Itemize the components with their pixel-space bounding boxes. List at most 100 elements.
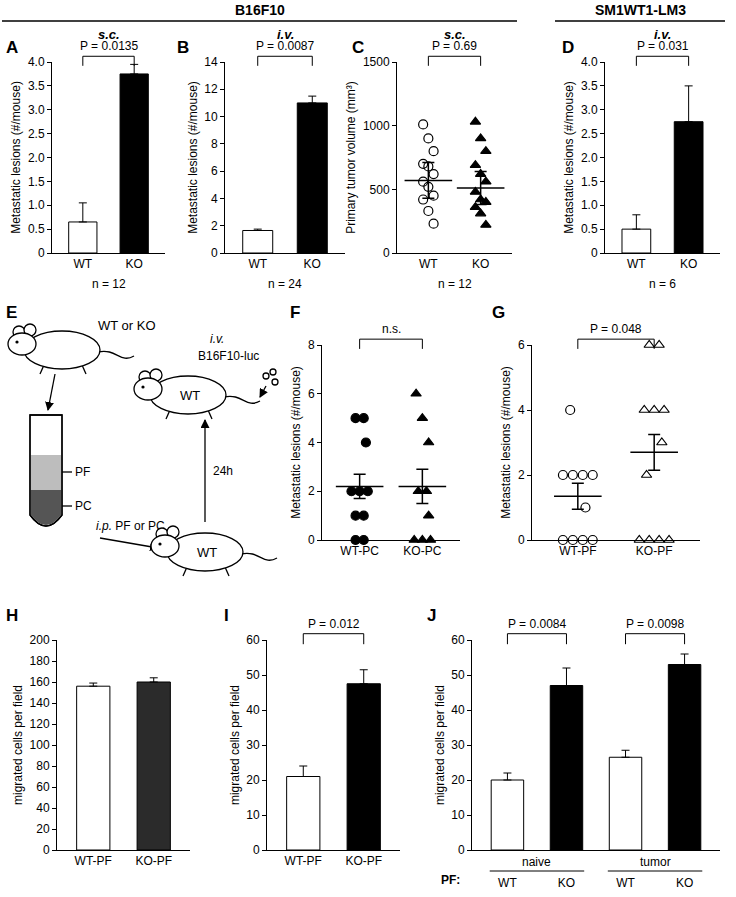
svg-text:2.0: 2.0 [28, 151, 45, 165]
svg-text:50: 50 [451, 668, 465, 682]
svg-text:60: 60 [451, 633, 465, 647]
svg-text:P = 0.0084: P = 0.0084 [508, 617, 566, 631]
svg-text:0: 0 [253, 843, 260, 857]
svg-text:naive: naive [522, 855, 551, 869]
svg-text:10: 10 [246, 808, 260, 822]
svg-text:n = 12: n = 12 [92, 277, 126, 291]
svg-text:WT-PF: WT-PF [285, 854, 322, 868]
svg-text:20: 20 [36, 822, 50, 836]
svg-text:0.5: 0.5 [28, 222, 45, 236]
svg-text:WT or KO: WT or KO [98, 318, 156, 333]
svg-text:40: 40 [451, 703, 465, 717]
svg-text:0: 0 [591, 246, 598, 260]
svg-text:s.c.: s.c. [444, 27, 466, 42]
svg-text:J: J [427, 606, 436, 625]
svg-text:i.v.: i.v. [210, 332, 224, 346]
svg-text:1000: 1000 [363, 119, 390, 133]
svg-text:180: 180 [30, 654, 50, 668]
svg-text:Primary tumor volume (mm³): Primary tumor volume (mm³) [344, 81, 358, 234]
svg-text:s.c.: s.c. [98, 27, 120, 42]
svg-text:KO: KO [680, 257, 697, 271]
svg-text:6: 6 [518, 338, 525, 352]
svg-text:C: C [352, 38, 364, 57]
svg-text:H: H [6, 606, 18, 625]
svg-text:500: 500 [370, 183, 390, 197]
svg-text:tumor: tumor [640, 855, 671, 869]
svg-text:KO-PC: KO-PC [403, 544, 441, 558]
svg-text:A: A [6, 38, 18, 57]
svg-text:50: 50 [246, 668, 260, 682]
svg-text:n = 6: n = 6 [649, 277, 676, 291]
svg-text:P = 0.048: P = 0.048 [590, 322, 642, 336]
svg-text:WT: WT [627, 257, 646, 271]
svg-text:SM1WT1-LM3: SM1WT1-LM3 [595, 2, 686, 18]
svg-text:P = 0.012: P = 0.012 [308, 617, 360, 631]
svg-text:6: 6 [211, 164, 218, 178]
svg-text:KO: KO [126, 257, 143, 271]
svg-text:80: 80 [36, 759, 50, 773]
svg-text:WT: WT [180, 388, 200, 403]
svg-text:0: 0 [383, 246, 390, 260]
svg-text:D: D [562, 38, 574, 57]
svg-text:n.s.: n.s. [382, 322, 401, 336]
svg-text:60: 60 [36, 780, 50, 794]
svg-text:120: 120 [30, 717, 50, 731]
svg-text:1.5: 1.5 [581, 175, 598, 189]
svg-text:migrated cells per field: migrated cells per field [433, 685, 447, 805]
svg-text:WT: WT [73, 257, 92, 271]
svg-text:2: 2 [308, 484, 315, 498]
svg-text:24h: 24h [213, 464, 233, 478]
svg-text:migrated cells per field: migrated cells per field [228, 685, 242, 805]
svg-text:8: 8 [211, 137, 218, 151]
svg-text:0.5: 0.5 [581, 222, 598, 236]
svg-text:B16F10: B16F10 [235, 2, 285, 18]
svg-text:3.5: 3.5 [581, 79, 598, 93]
svg-text:0: 0 [211, 246, 218, 260]
svg-text:2: 2 [211, 219, 218, 233]
svg-text:200: 200 [30, 633, 50, 647]
svg-text:KO: KO [676, 876, 693, 890]
svg-text:0: 0 [308, 533, 315, 547]
svg-text:i.v.: i.v. [277, 27, 294, 42]
svg-text:8: 8 [308, 338, 315, 352]
svg-text:160: 160 [30, 675, 50, 689]
svg-text:P = 0.0098: P = 0.0098 [626, 617, 684, 631]
svg-text:B16F10-luc: B16F10-luc [198, 349, 259, 363]
svg-text:KO: KO [304, 257, 321, 271]
svg-text:migrated cells per field: migrated cells per field [11, 685, 25, 805]
svg-text:0: 0 [43, 843, 50, 857]
svg-text:12: 12 [204, 82, 218, 96]
svg-text:Metastatic lesions (#/mouse): Metastatic lesions (#/mouse) [499, 366, 513, 519]
svg-text:i.v.: i.v. [654, 27, 671, 42]
svg-text:i.p. PF or PC: i.p. PF or PC [96, 519, 165, 533]
svg-text:Metastatic lesions (#/mouse): Metastatic lesions (#/mouse) [562, 81, 576, 234]
svg-text:E: E [6, 303, 17, 322]
svg-text:14: 14 [204, 55, 218, 69]
svg-text:30: 30 [451, 738, 465, 752]
svg-text:Metastatic lesions (#/mouse): Metastatic lesions (#/mouse) [289, 366, 303, 519]
svg-text:WT: WT [498, 876, 517, 890]
svg-text:KO-PF: KO-PF [636, 544, 673, 558]
svg-text:2.5: 2.5 [581, 127, 598, 141]
svg-text:60: 60 [246, 633, 260, 647]
svg-text:3.0: 3.0 [581, 103, 598, 117]
svg-text:PF:: PF: [441, 873, 460, 887]
svg-text:40: 40 [36, 801, 50, 815]
svg-text:4: 4 [518, 403, 525, 417]
svg-text:KO: KO [558, 876, 575, 890]
svg-text:4.0: 4.0 [28, 55, 45, 69]
svg-text:G: G [492, 303, 505, 322]
svg-text:WT: WT [197, 545, 217, 560]
svg-text:P = 0.031: P = 0.031 [637, 39, 689, 53]
svg-text:Metastatic lesions (#/mouse): Metastatic lesions (#/mouse) [186, 81, 200, 234]
svg-text:2: 2 [518, 468, 525, 482]
svg-text:P = 0.0135: P = 0.0135 [80, 39, 138, 53]
svg-text:KO: KO [472, 257, 489, 271]
svg-text:3.0: 3.0 [28, 103, 45, 117]
svg-text:40: 40 [246, 703, 260, 717]
svg-text:0: 0 [38, 246, 45, 260]
svg-text:P = 0.0087: P = 0.0087 [256, 39, 314, 53]
svg-text:Metastatic lesions (#/mouse): Metastatic lesions (#/mouse) [9, 81, 23, 234]
svg-text:2.0: 2.0 [581, 151, 598, 165]
svg-text:1.5: 1.5 [28, 175, 45, 189]
